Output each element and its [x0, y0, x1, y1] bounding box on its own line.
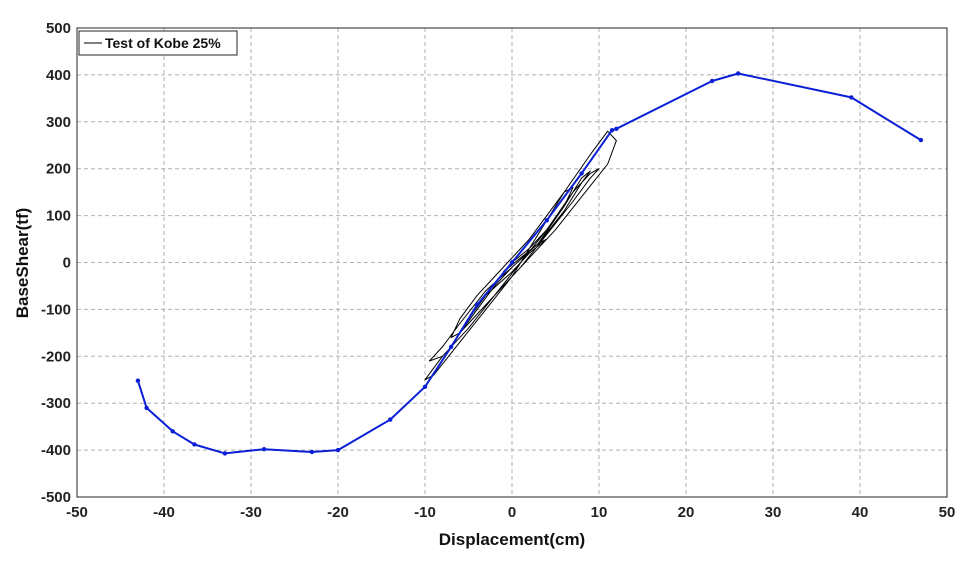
pushover-point	[614, 126, 619, 132]
x-tick-label: -10	[414, 504, 436, 521]
pushover-point	[335, 447, 341, 453]
y-tick-label: 500	[46, 20, 71, 37]
pushover-point	[261, 446, 267, 452]
x-tick-label: 0	[508, 504, 516, 521]
x-tick-label: -50	[66, 504, 88, 521]
pushover-point	[579, 171, 584, 176]
pushover-point	[309, 449, 315, 455]
legend-box	[78, 30, 238, 56]
y-tick-labels: 500 400 300 200 100 0 -100 -200 -300 -400 -500	[41, 20, 71, 506]
legend-label-test: Test of Kobe 25%	[105, 35, 221, 51]
pushover-point	[222, 451, 228, 456]
y-axis-title: BaseShear(tf)	[13, 208, 32, 319]
pushover-point	[509, 260, 515, 265]
y-tick-label: 400	[46, 67, 71, 84]
pushover-point	[388, 417, 393, 422]
y-tick-label: -300	[41, 395, 71, 412]
pushover-point	[135, 378, 141, 383]
pushover-point	[170, 429, 175, 434]
legend: Test of Kobe 25%	[78, 30, 238, 56]
pushover-point	[918, 137, 924, 143]
pushover-point	[709, 78, 715, 84]
y-tick-label: -100	[41, 301, 71, 318]
x-tick-label: -20	[327, 504, 349, 521]
y-tick-label: -500	[41, 489, 71, 506]
x-tick-label: -30	[240, 504, 262, 521]
x-tick-label: -40	[153, 504, 175, 521]
pushover-point	[192, 442, 197, 447]
x-tick-label: 20	[678, 504, 695, 521]
y-tick-label: -400	[41, 442, 71, 459]
x-tick-labels: -50 -40 -30 -20 -10 0 10 20 30 40 50	[66, 504, 955, 521]
y-tick-label: 200	[46, 161, 71, 178]
y-tick-label: 300	[46, 114, 71, 131]
plot-frame	[76, 27, 948, 498]
y-tick-label: 100	[46, 208, 71, 225]
series-line-test	[424, 130, 617, 381]
x-tick-label: 10	[591, 504, 608, 521]
y-tick-label: 0	[63, 255, 71, 272]
x-tick-label: 30	[765, 504, 782, 521]
pushover-point	[144, 405, 149, 411]
x-tick-label: 40	[852, 504, 869, 521]
x-tick-label: 50	[939, 504, 956, 521]
pushover-point	[448, 344, 454, 350]
pushover-point	[609, 128, 615, 133]
series-layer	[135, 71, 924, 456]
x-axis-title: Displacement(cm)	[439, 530, 585, 549]
pushover-point	[422, 384, 428, 389]
pushover-point	[544, 218, 549, 223]
pushover-point	[475, 302, 480, 307]
pushover-point	[736, 71, 741, 76]
pushover-point	[849, 95, 854, 100]
y-tick-label: -200	[41, 348, 71, 365]
